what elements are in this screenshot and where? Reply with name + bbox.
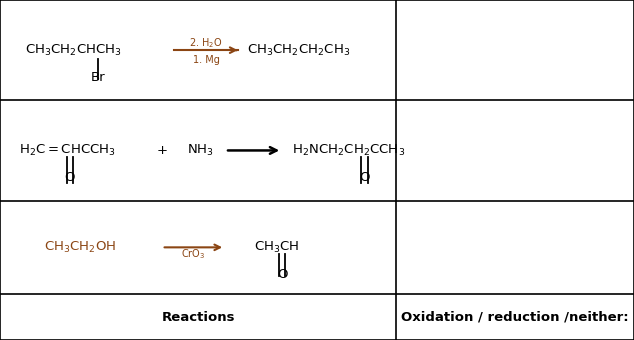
- Text: H$_2$C$=$CHCCH$_3$: H$_2$C$=$CHCCH$_3$: [19, 143, 116, 158]
- Text: Reactions: Reactions: [162, 310, 235, 324]
- Text: O: O: [359, 171, 370, 184]
- Text: CH$_3$CH: CH$_3$CH: [254, 240, 299, 255]
- Text: CH$_3$CH$_2$OH: CH$_3$CH$_2$OH: [44, 240, 117, 255]
- Text: CH$_3$CH$_2$CH$_2$CH$_3$: CH$_3$CH$_2$CH$_2$CH$_3$: [247, 42, 351, 58]
- Text: H$_2$NCH$_2$CH$_2$CCH$_3$: H$_2$NCH$_2$CH$_2$CCH$_3$: [292, 143, 404, 158]
- Text: CH$_3$CH$_2$CHCH$_3$: CH$_3$CH$_2$CHCH$_3$: [25, 42, 122, 58]
- Text: NH$_3$: NH$_3$: [187, 143, 214, 158]
- Text: $+$: $+$: [156, 144, 167, 157]
- Text: 1. Mg: 1. Mg: [193, 55, 219, 65]
- Text: Br: Br: [91, 71, 106, 84]
- Text: O: O: [65, 171, 75, 184]
- Text: 2. H$_2$O: 2. H$_2$O: [189, 36, 223, 50]
- Text: O: O: [277, 268, 287, 282]
- Text: Oxidation / reduction /neither:: Oxidation / reduction /neither:: [401, 310, 629, 324]
- Text: CrO$_3$: CrO$_3$: [181, 247, 205, 261]
